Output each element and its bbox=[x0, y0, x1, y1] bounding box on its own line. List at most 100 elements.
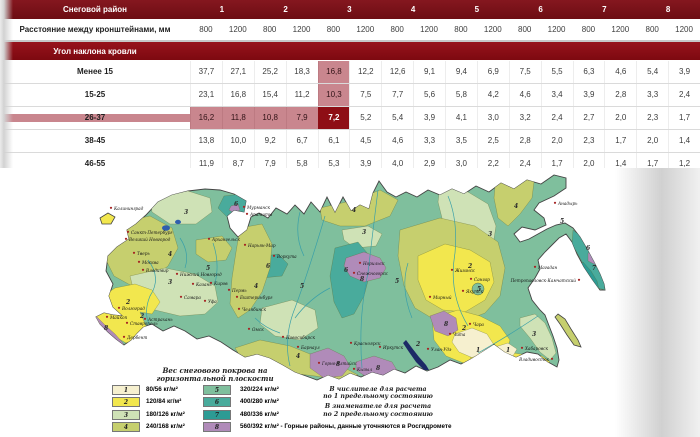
city-label: Норильск bbox=[362, 261, 385, 266]
city-dot bbox=[191, 282, 195, 285]
value-cell: 3,9 bbox=[349, 153, 381, 175]
zone-digit: 3 bbox=[184, 209, 188, 216]
city-label: Магадан bbox=[537, 265, 558, 270]
zone-digit: 3 bbox=[532, 331, 536, 338]
city-dot bbox=[352, 271, 356, 274]
zone-digit: 2 bbox=[467, 263, 472, 270]
city-label: Якутск bbox=[465, 289, 484, 294]
value-cell: 16,8 bbox=[221, 84, 254, 106]
value-cell: 11,9 bbox=[190, 153, 222, 175]
city-label: Санкт-Петербург bbox=[131, 230, 173, 235]
legend-label-5: 320/224 кг/м² bbox=[240, 385, 279, 393]
region-number-cell: 1 bbox=[219, 4, 225, 14]
zone-digit: 3 bbox=[488, 231, 492, 238]
region-number-cell: 4 bbox=[410, 4, 416, 14]
city-label: Екатеринбург bbox=[239, 295, 273, 300]
city-label: Архангельск bbox=[211, 237, 240, 242]
distance-cell: 1200 bbox=[675, 24, 693, 34]
city-dot bbox=[175, 272, 179, 275]
legend-swatch-7: 7 bbox=[203, 410, 231, 420]
zone-digit: 4 bbox=[352, 207, 356, 214]
city-label: Самара bbox=[184, 295, 201, 300]
city-dot bbox=[122, 335, 126, 338]
city-dot bbox=[137, 260, 141, 263]
city-dot bbox=[179, 295, 183, 298]
city-label: Дербент bbox=[126, 335, 147, 340]
region-number-cell: 5 bbox=[474, 4, 480, 14]
city-dot bbox=[577, 278, 581, 281]
value-cell: 4,0 bbox=[381, 153, 413, 175]
value-cell: 7,2 bbox=[317, 107, 350, 129]
lake-baikal bbox=[403, 340, 429, 370]
zone-digit: 5 bbox=[560, 218, 564, 225]
city-dot bbox=[448, 332, 452, 335]
zone-digit: 4 bbox=[296, 353, 300, 360]
city-label: Сангар bbox=[474, 277, 490, 282]
value-cell: 12,2 bbox=[349, 61, 381, 83]
value-cell: 2,8 bbox=[604, 84, 636, 106]
zone-digit: 6 bbox=[266, 263, 271, 270]
value-cell: 2,0 bbox=[636, 130, 668, 152]
value-cell: 11,8 bbox=[221, 107, 254, 129]
value-cell: 2,3 bbox=[636, 107, 668, 129]
city-dot bbox=[247, 327, 251, 330]
value-cell: 4,6 bbox=[604, 61, 636, 83]
row-label: 15-25 bbox=[84, 90, 106, 99]
zone-digit: 8 bbox=[336, 361, 341, 368]
city-label: Москва bbox=[141, 260, 159, 265]
legend-swatch-6: 6 bbox=[203, 397, 231, 407]
city-label: Чара bbox=[473, 322, 484, 327]
city-label: Великий Новгород bbox=[128, 237, 171, 242]
city-label: Кызыл bbox=[356, 367, 372, 372]
value-cell: 2,5 bbox=[476, 130, 509, 152]
legend-title: Вес снегового покрова на горизонтальной … bbox=[156, 366, 274, 383]
value-cell: 16,8 bbox=[317, 61, 350, 83]
city-label: Нижний Новгород bbox=[179, 272, 222, 277]
value-cell: 18,3 bbox=[285, 61, 318, 83]
zone-overlays bbox=[96, 175, 605, 380]
city-dot bbox=[209, 281, 213, 284]
value-cell: 16,2 bbox=[190, 107, 222, 129]
zone-digit: 8 bbox=[104, 325, 109, 332]
city-dot bbox=[378, 345, 382, 348]
zone-digit: 2 bbox=[125, 299, 130, 306]
value-cell: 2,7 bbox=[572, 107, 605, 129]
zone-digit: 3 bbox=[362, 229, 366, 236]
city-label: Владимир bbox=[145, 268, 169, 273]
zone-digit: 5 bbox=[206, 265, 210, 272]
distance-cell: 1200 bbox=[547, 24, 566, 34]
value-cell: 3,0 bbox=[476, 107, 509, 129]
legend-label-4: 240/168 кг/м² bbox=[146, 422, 185, 430]
city-dot bbox=[243, 243, 247, 246]
value-cell: 6,3 bbox=[572, 61, 605, 83]
city-label: Майкоп bbox=[109, 315, 128, 320]
value-cell: 4,2 bbox=[476, 84, 509, 106]
city-labels: Мурманск Апатиты Калининград Санкт-Петербур… bbox=[105, 201, 581, 372]
value-cell: 7,9 bbox=[253, 153, 286, 175]
value-cell: 37,7 bbox=[190, 61, 222, 83]
value-cell: 2,9 bbox=[413, 153, 445, 175]
city-label: Петропавловск-Камчатский bbox=[510, 278, 577, 283]
city-label: Жиганск bbox=[454, 268, 475, 273]
city-label: Пермь bbox=[231, 288, 247, 293]
city-dot bbox=[124, 237, 128, 240]
value-cell: 3,9 bbox=[668, 61, 700, 83]
zone-digit: 6 bbox=[234, 201, 239, 208]
city-dot bbox=[126, 230, 130, 233]
value-cell: 4,5 bbox=[349, 130, 381, 152]
value-cell: 4,6 bbox=[508, 84, 541, 106]
table-row: 15-25 23,1 16,8 15,4 11,2 10,3 7,5 7,7 5,6 5,8 4,2… bbox=[0, 84, 700, 107]
value-cell: 2,0 bbox=[572, 153, 605, 175]
value-cell: 2,4 bbox=[508, 153, 541, 175]
region-number-cell: 2 bbox=[283, 4, 288, 14]
value-cell: 3,4 bbox=[540, 84, 573, 106]
city-dot bbox=[245, 212, 249, 215]
angle-header-label: Угол наклона кровли bbox=[53, 46, 137, 56]
city-label: Калининград bbox=[113, 206, 144, 211]
value-cell: 3,9 bbox=[413, 107, 445, 129]
city-dot bbox=[281, 335, 285, 338]
city-dot bbox=[461, 289, 465, 292]
value-cell: 9,2 bbox=[253, 130, 286, 152]
city-label: Хабаровск bbox=[524, 346, 549, 351]
city-label: Нарьян-Мар bbox=[247, 243, 276, 248]
